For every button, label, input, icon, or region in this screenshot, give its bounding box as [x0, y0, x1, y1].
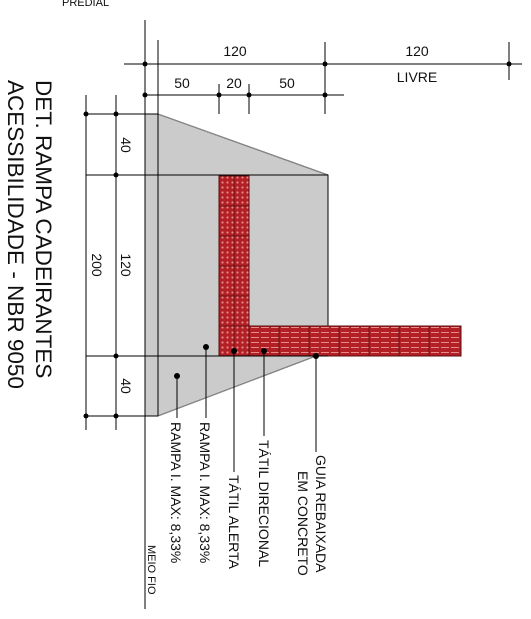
- dim-seg-3: 50: [279, 75, 295, 91]
- callout-markers: [174, 344, 319, 379]
- title-line-1: DET. RAMPA CADEIRANTES: [31, 80, 56, 378]
- top-dimension-ticks: [142, 61, 512, 98]
- dim-seg-1: 50: [174, 75, 190, 91]
- callout-ramp-lower: RAMPA I. MAX: 8,33%: [168, 422, 184, 563]
- header-label: PREDIAL: [62, 0, 109, 9]
- dim-left-bottom: 40: [118, 378, 134, 394]
- tactile-directional-strip: [248, 325, 462, 357]
- free-label: LIVRE: [397, 69, 437, 85]
- slope-line: [157, 355, 317, 417]
- tactile-alert-joints: [219, 176, 249, 356]
- callout-tactile-alert: TÁTIL ALERTA: [226, 475, 242, 570]
- callout-tactile-directional: TÁTIL DIRECIONAL: [256, 440, 272, 567]
- dim-left-total: 200: [89, 253, 105, 277]
- tactile-directional-joints: [278, 326, 430, 356]
- callout-curb-line-2: EM CONCRETO: [295, 471, 311, 576]
- top-dimension-lines: [124, 20, 522, 114]
- slope-line: [157, 113, 329, 176]
- callout-curb-line-1: GUIA REBAIXADA: [313, 455, 329, 573]
- left-dimension-lines: [85, 95, 158, 430]
- meio-fio-label: MEIO FIO: [145, 545, 157, 595]
- callout-leaders: [176, 347, 317, 472]
- dim-left-top: 40: [118, 137, 134, 153]
- dim-left-middle: 120: [118, 253, 134, 277]
- dim-total-ramp: 120: [223, 43, 247, 59]
- dim-seg-2: 20: [226, 75, 242, 91]
- title-line-2: ACESSIBILIDADE - NBR 9050: [3, 80, 28, 389]
- dim-total-free: 120: [405, 43, 429, 59]
- left-dimension-ticks: [83, 111, 119, 419]
- callout-ramp-upper: RAMPA I. MAX: 8,33%: [197, 422, 213, 563]
